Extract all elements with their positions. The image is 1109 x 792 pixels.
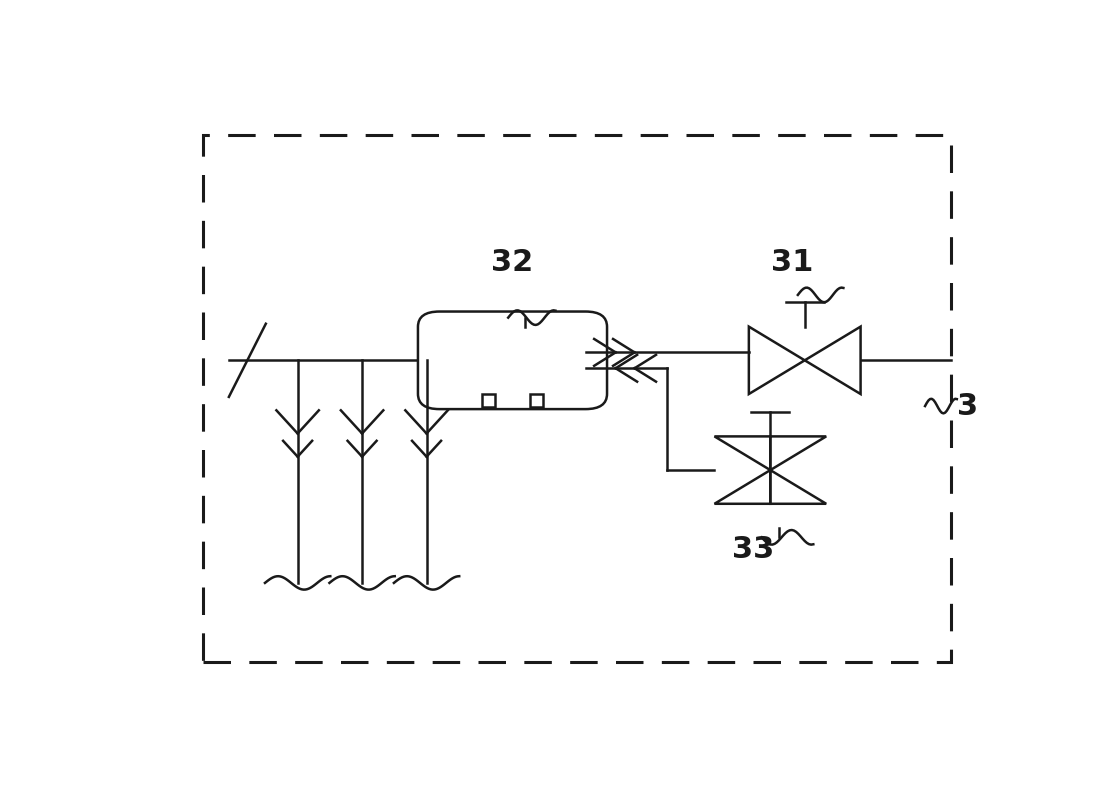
Text: 3: 3: [957, 391, 978, 421]
Text: 33: 33: [732, 535, 774, 564]
Bar: [530, 394, 543, 407]
Bar: [481, 394, 496, 407]
Text: 31: 31: [771, 248, 813, 277]
Text: 32: 32: [491, 248, 533, 277]
